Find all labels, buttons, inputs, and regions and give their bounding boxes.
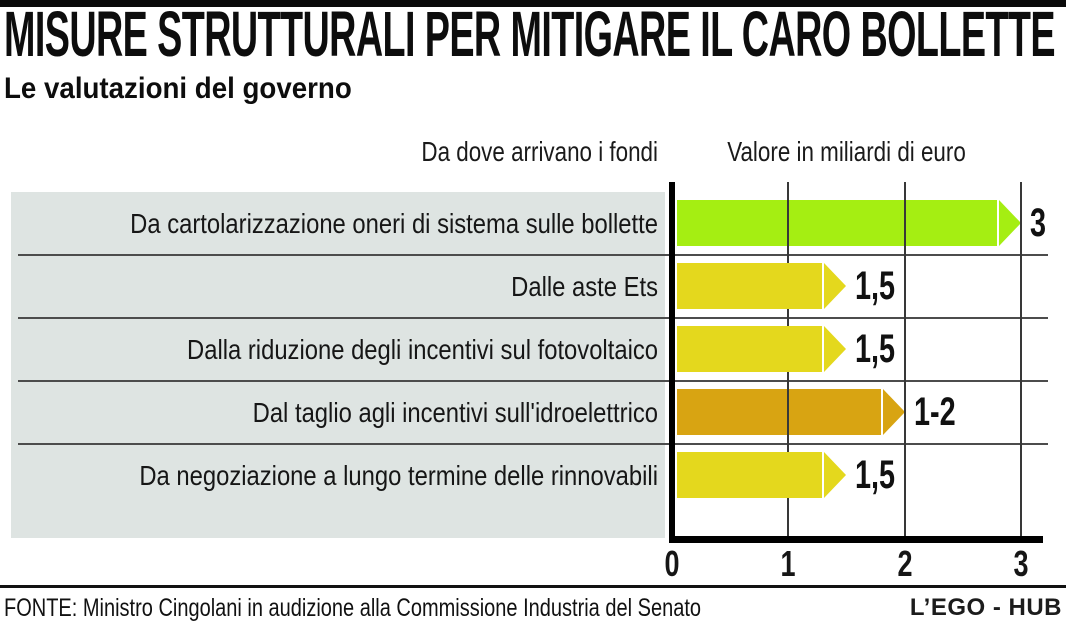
- bar-category-label: Dalla riduzione degli incentivi sul foto…: [187, 334, 658, 365]
- bar-category-label: Dal taglio agli incentivi sull'idroelett…: [252, 397, 658, 428]
- top-black-bar: [0, 0, 1066, 7]
- bar-value-label: 1,5: [855, 327, 896, 371]
- column-header-values: Valore in miliardi di euro: [727, 136, 966, 167]
- bar: [677, 452, 847, 498]
- bar-body: [677, 326, 823, 372]
- y-axis-line: [669, 182, 675, 542]
- bar-arrow-tip: [824, 452, 847, 498]
- bar-arrow-tip: [824, 263, 847, 309]
- bar: [677, 200, 1021, 246]
- x-axis-line: [669, 536, 1043, 543]
- bar-arrow-tip: [882, 389, 905, 435]
- bar-value-label: 3: [1029, 201, 1046, 245]
- bar: [677, 389, 905, 435]
- footer-logo: L’EGO - HUB: [909, 594, 1062, 621]
- bar-body: [677, 452, 823, 498]
- gridline: [903, 182, 906, 538]
- column-header-sources: Da dove arrivano i fondi: [421, 136, 658, 167]
- bar-category-label: Dalle aste Ets: [511, 271, 658, 302]
- bar-body: [677, 389, 881, 435]
- bar-value-label: 1,5: [855, 264, 896, 308]
- footer-divider: [0, 585, 1066, 588]
- gridline: [1019, 182, 1022, 538]
- bar: [677, 263, 847, 309]
- category-panel-background: [11, 192, 665, 538]
- row-separator: [18, 317, 1048, 319]
- bar-arrow-tip: [998, 200, 1021, 246]
- row-separator: [18, 443, 1048, 445]
- bar-category-label: Da cartolarizzazione oneri di sistema su…: [130, 208, 658, 239]
- bar-arrow-tip: [824, 326, 847, 372]
- page-title: MISURE STRUTTURALI PER MITIGARE IL CARO …: [4, 0, 1056, 70]
- bar-category-label: Da negoziazione a lungo termine delle ri…: [139, 460, 659, 491]
- bar-body: [677, 200, 997, 246]
- x-tick-label: 2: [897, 543, 913, 584]
- footer-source: FONTE: Ministro Cingolani in audizione a…: [4, 594, 701, 622]
- x-tick-label: 0: [664, 543, 680, 584]
- x-tick-label: 1: [780, 543, 796, 584]
- x-tick-label: 3: [1013, 543, 1029, 584]
- bar-body: [677, 263, 823, 309]
- row-separator: [18, 380, 1048, 382]
- row-separator: [18, 254, 1048, 256]
- bar-value-label: 1,5: [855, 453, 896, 497]
- bar: [677, 326, 847, 372]
- page-subtitle: Le valutazioni del governo: [4, 72, 352, 105]
- bar-value-label: 1-2: [913, 390, 956, 434]
